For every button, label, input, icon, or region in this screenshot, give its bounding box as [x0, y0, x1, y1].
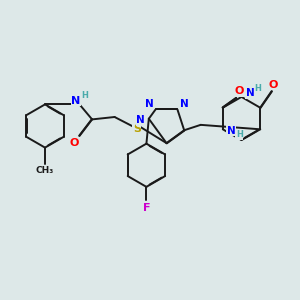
Text: N: N: [136, 115, 145, 125]
Text: F: F: [143, 203, 150, 213]
Text: N: N: [71, 96, 80, 106]
Text: N: N: [145, 99, 153, 109]
Text: H: H: [255, 84, 261, 93]
Text: H: H: [81, 91, 88, 100]
Text: O: O: [268, 80, 278, 90]
Text: N: N: [180, 99, 188, 109]
Text: S: S: [133, 124, 141, 134]
Text: O: O: [69, 137, 79, 148]
Text: N: N: [227, 126, 236, 136]
Text: O: O: [234, 86, 243, 97]
Text: N: N: [245, 88, 254, 98]
Text: CH₃: CH₃: [36, 166, 54, 175]
Text: H: H: [236, 130, 243, 139]
